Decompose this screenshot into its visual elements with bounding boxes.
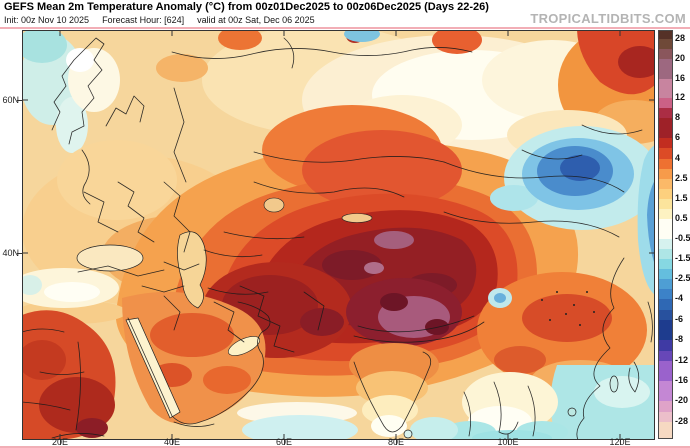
init-info: Init: 00z Nov 10 2025 Forecast Hour: [624… bbox=[4, 15, 328, 25]
colorbar-segment bbox=[659, 148, 672, 159]
lat-tick bbox=[17, 100, 22, 101]
colorbar-label: -2.5 bbox=[675, 273, 690, 283]
colorbar-label: -16 bbox=[675, 375, 689, 385]
colorbar-segment bbox=[659, 239, 672, 249]
taiwan bbox=[609, 375, 619, 393]
colorbar bbox=[658, 30, 673, 439]
lat-label-60n: 60N bbox=[2, 95, 19, 105]
colorbar-segment bbox=[659, 98, 672, 108]
lat-tick bbox=[17, 253, 22, 254]
page-title: GEFS Mean 2m Temperature Anomaly (°C) fr… bbox=[4, 1, 489, 13]
region-africa bbox=[17, 300, 127, 440]
colorbar-segment bbox=[659, 351, 672, 361]
colorbar-segment bbox=[659, 79, 672, 98]
region-se-asia bbox=[237, 365, 655, 446]
colorbar-segment bbox=[659, 299, 672, 310]
colorbar-segment bbox=[659, 209, 672, 219]
colorbar-label: 6 bbox=[675, 132, 681, 142]
colorbar-label: -4 bbox=[675, 293, 684, 303]
lon-tick bbox=[60, 440, 61, 445]
colorbar-label: 1.5 bbox=[675, 193, 688, 203]
region-seas bbox=[9, 197, 373, 356]
anomaly-map bbox=[9, 25, 678, 446]
colorbar-label: 0.5 bbox=[675, 213, 688, 223]
colorbar-segment bbox=[659, 422, 672, 438]
colorbar-label: 8 bbox=[675, 112, 681, 122]
colorbar-label: 16 bbox=[675, 73, 686, 83]
colorbar-label: 4 bbox=[675, 153, 681, 163]
colorbar-segment bbox=[659, 59, 672, 79]
colorbar-segment bbox=[659, 289, 672, 299]
colorbar-label: 2.5 bbox=[675, 173, 688, 183]
lon-tick bbox=[284, 440, 285, 445]
lat-label-40n: 40N bbox=[2, 248, 19, 258]
colorbar-segment bbox=[659, 219, 672, 239]
valid-time: valid at 00z Sat, Dec 06 2025 bbox=[197, 15, 315, 25]
bottom-accent-line bbox=[0, 446, 690, 448]
colorbar-label: -12 bbox=[675, 355, 689, 365]
colorbar-segment bbox=[659, 39, 672, 49]
colorbar-segment bbox=[659, 31, 672, 39]
lon-tick bbox=[172, 440, 173, 445]
colorbar-label: -28 bbox=[675, 416, 689, 426]
region-pacific bbox=[637, 145, 655, 295]
colorbar-segment bbox=[659, 249, 672, 259]
lon-tick bbox=[620, 440, 621, 445]
colorbar-segment bbox=[659, 269, 672, 279]
colorbar-segment bbox=[659, 320, 672, 340]
colorbar-segment bbox=[659, 169, 672, 179]
top-accent-line bbox=[0, 27, 690, 29]
region-scandinavia bbox=[17, 27, 120, 153]
map-frame bbox=[22, 30, 655, 440]
colorbar-segment bbox=[659, 361, 672, 381]
colorbar-label: -20 bbox=[675, 395, 689, 405]
colorbar-segment bbox=[659, 279, 672, 289]
lon-tick bbox=[508, 440, 509, 445]
sri-lanka bbox=[403, 429, 413, 439]
colorbar-label: -0.5 bbox=[675, 233, 690, 243]
region-baikal-cold bbox=[490, 126, 660, 230]
forecast-hour: Forecast Hour: [624] bbox=[102, 15, 185, 25]
colorbar-segment bbox=[659, 381, 672, 401]
region-india bbox=[349, 343, 439, 437]
colorbar-segment bbox=[659, 199, 672, 209]
colorbar-label: 12 bbox=[675, 92, 686, 102]
colorbar-label: 28 bbox=[675, 33, 686, 43]
colorbar-segment bbox=[659, 49, 672, 59]
region-tibet bbox=[346, 278, 462, 346]
colorbar-label: -1.5 bbox=[675, 253, 690, 263]
map-canvas bbox=[9, 25, 678, 446]
map-borders bbox=[21, 37, 653, 441]
colorbar-segment bbox=[659, 412, 672, 422]
colorbar-segment bbox=[659, 310, 672, 320]
lon-tick bbox=[396, 440, 397, 445]
colorbar-segment bbox=[659, 259, 672, 269]
colorbar-segment bbox=[659, 108, 672, 118]
colorbar-segment bbox=[659, 179, 672, 189]
colorbar-label: 20 bbox=[675, 53, 686, 63]
colorbar-segment bbox=[659, 159, 672, 169]
colorbar-segment bbox=[659, 189, 672, 199]
init-time: Init: 00z Nov 10 2025 bbox=[4, 15, 90, 25]
colorbar-segment bbox=[659, 340, 672, 351]
site-watermark: TROPICALTIDBITS.COM bbox=[530, 11, 686, 26]
colorbar-segment bbox=[659, 118, 672, 138]
colorbar-segment bbox=[659, 401, 672, 412]
hainan bbox=[567, 407, 577, 417]
colorbar-segment bbox=[659, 138, 672, 148]
colorbar-label: -6 bbox=[675, 314, 684, 324]
colorbar-label: -8 bbox=[675, 334, 684, 344]
